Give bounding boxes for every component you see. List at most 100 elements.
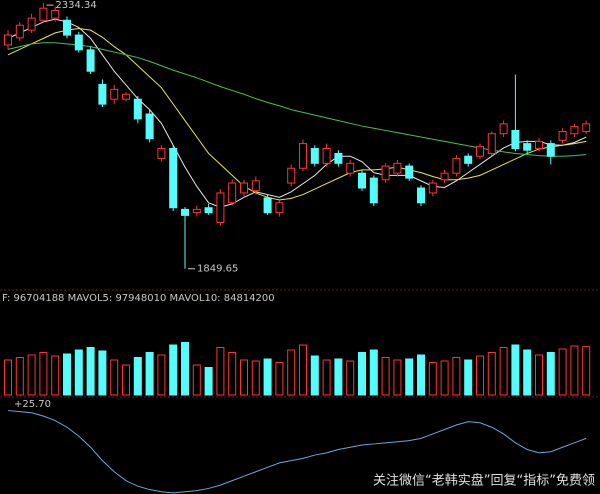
volume-bar [63, 353, 71, 396]
candle-body [452, 157, 461, 174]
volume-bar [287, 349, 296, 396]
volume-bar [251, 360, 260, 396]
candle-body [63, 19, 71, 36]
candle-body [310, 148, 319, 164]
volume-bar [27, 354, 36, 396]
candle-body [240, 182, 248, 194]
candle-body [299, 143, 307, 169]
candle-body [15, 24, 24, 39]
candle-body [98, 83, 107, 105]
volume-bar [417, 354, 425, 396]
candle-body [358, 172, 366, 189]
volume-bar [369, 349, 378, 396]
candle-body [27, 17, 36, 31]
volume-bar [523, 349, 532, 396]
volume-bar [216, 347, 225, 396]
volume-bar [393, 359, 402, 396]
candle-body [263, 197, 272, 214]
candle-body [287, 167, 296, 184]
volume-bar [476, 355, 484, 396]
candle-body [499, 123, 508, 135]
volume-bar [299, 344, 307, 396]
volume-bar [358, 352, 366, 396]
volume-bar [86, 347, 95, 396]
candle-body [405, 165, 414, 179]
candle-body [181, 208, 189, 216]
candle-body [216, 192, 225, 224]
volume-bar [192, 364, 201, 396]
line [7, 42, 587, 157]
volume-bar [570, 345, 579, 396]
volume-bar [499, 347, 508, 396]
candle-body [369, 177, 378, 204]
volume-bar [346, 360, 355, 396]
candle-body [570, 126, 579, 135]
candle-body [464, 155, 473, 164]
candle-body [487, 133, 496, 154]
volume-bar [74, 349, 83, 396]
annotation: 1849.65 [197, 264, 238, 275]
candle-body [523, 143, 532, 151]
volume-bar [381, 357, 390, 396]
volume-bar [157, 354, 166, 396]
candle-body [558, 131, 567, 141]
candle-body [322, 148, 331, 164]
volume-bar [535, 354, 543, 396]
volume-bar [122, 364, 130, 396]
volume-bar [275, 362, 284, 396]
candle-body [275, 202, 284, 214]
volume-bar [263, 358, 272, 396]
candle-body [476, 145, 484, 157]
volume-bar [428, 362, 437, 396]
volume-bar [169, 344, 178, 396]
candle-body [51, 9, 60, 19]
volume-bar [133, 357, 142, 396]
volume-bar [145, 352, 154, 396]
candle-body [122, 93, 130, 100]
candle-body [346, 162, 355, 174]
volume-bar [98, 350, 107, 396]
volume-bar [511, 344, 520, 396]
candle-body [546, 143, 555, 157]
volume-bar [204, 367, 213, 396]
candle-body [511, 129, 520, 150]
volume-bar [405, 358, 414, 396]
volume-bar [487, 352, 496, 396]
candle-body [582, 123, 591, 133]
watermark: 关注微信“老韩实盘”回复“指标”免费领 [373, 473, 595, 489]
candle-body [192, 208, 201, 214]
indicator-label: +25.70 [14, 399, 51, 410]
line [7, 410, 587, 494]
volume-bar [110, 359, 119, 396]
volume-bar [582, 346, 591, 396]
volume-bar [464, 359, 473, 396]
candle-body [228, 182, 237, 204]
volume-bar [440, 360, 449, 396]
volume-bar [310, 355, 319, 396]
candle-body [393, 162, 402, 174]
annotation: 2334.34 [55, 0, 96, 11]
line [7, 27, 587, 201]
candle-body [169, 148, 178, 209]
volume-bar [15, 357, 24, 396]
candle-body [334, 152, 343, 164]
candle-body [145, 113, 154, 140]
volume-bar [546, 352, 555, 396]
volume-bar [4, 359, 12, 396]
volume-bar [334, 358, 343, 396]
volume-label: F: 96704188 MAVOL5: 97948010 MAVOL10: 84… [2, 293, 275, 304]
candle-body [39, 7, 48, 21]
candle-body [417, 187, 425, 204]
candle-body [4, 34, 12, 46]
line [7, 18, 587, 208]
volume-bar [39, 352, 48, 396]
candle-body [535, 140, 543, 150]
volume-bar [228, 352, 237, 396]
volume-bar [181, 342, 189, 396]
candle-body [74, 34, 83, 51]
candle-body [381, 165, 390, 181]
volume-bar [240, 359, 248, 396]
volume-bar [558, 348, 567, 396]
candle-body [157, 148, 166, 159]
candle-body [428, 182, 437, 194]
